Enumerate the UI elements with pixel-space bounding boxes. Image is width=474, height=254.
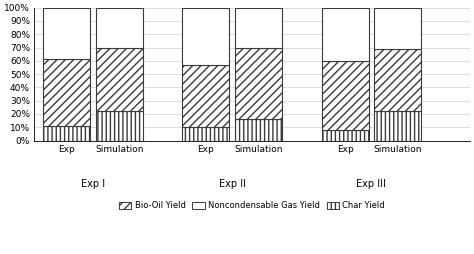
Bar [235, 119, 282, 140]
Bar [96, 111, 143, 140]
Bar [43, 126, 90, 140]
Text: Exp II: Exp II [219, 180, 246, 189]
Bar [182, 127, 229, 140]
Bar [43, 8, 90, 59]
Bar [374, 8, 421, 49]
Bar [322, 8, 368, 61]
Text: Exp I: Exp I [81, 180, 105, 189]
Bar [235, 47, 282, 119]
Legend: Bio-Oil Yield, Noncondensable Gas Yield, Char Yield: Bio-Oil Yield, Noncondensable Gas Yield,… [116, 198, 389, 213]
Bar [43, 59, 90, 126]
Bar [374, 49, 421, 111]
Bar [182, 8, 229, 65]
Bar [96, 8, 143, 47]
Bar [322, 61, 368, 130]
Bar [182, 65, 229, 127]
Bar [235, 8, 282, 47]
Bar [96, 47, 143, 111]
Bar [322, 130, 368, 140]
Bar [374, 111, 421, 140]
Text: Exp III: Exp III [356, 180, 386, 189]
